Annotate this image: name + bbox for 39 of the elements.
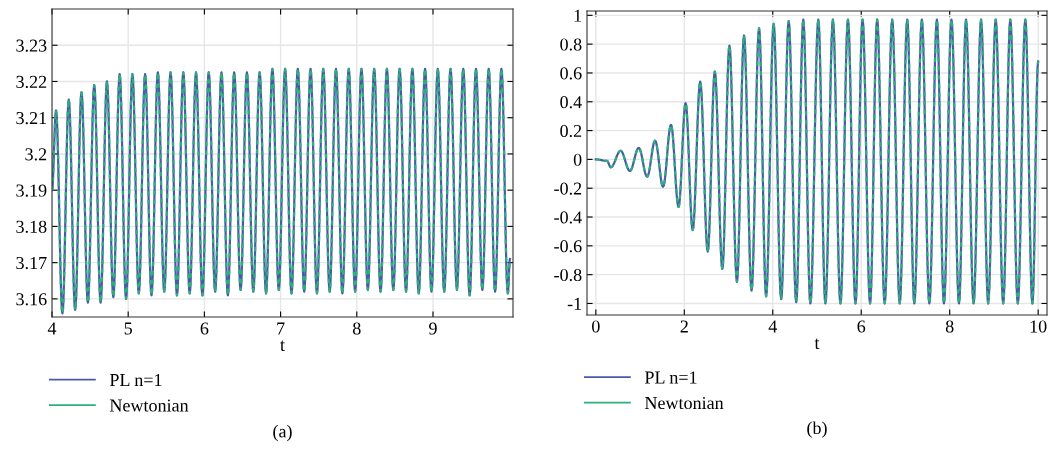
x-tick-label: 6 <box>857 320 866 333</box>
x-tick-label: 0 <box>592 320 600 333</box>
x-tick-label: 7 <box>277 322 285 335</box>
y-tick-label: -0.8 <box>554 268 582 282</box>
legend-label: Newtonian <box>109 399 189 412</box>
legend-label: PL n=1 <box>644 371 697 384</box>
x-axis-title: t <box>280 340 285 351</box>
text: (b) <box>807 421 827 438</box>
x-tick-label: 9 <box>429 322 437 335</box>
y-tick-label: 3.19 <box>16 184 47 197</box>
y-tick-label: -0.2 <box>554 182 582 195</box>
x-tick-label: 4 <box>47 322 57 335</box>
y-tick-label: 3.18 <box>16 220 47 233</box>
x-tick-label: 6 <box>200 322 209 335</box>
legend-label: PL n=1 <box>109 374 162 386</box>
x-tick-label: 10 <box>1030 320 1047 333</box>
y-tick-label: 0 <box>573 153 582 166</box>
y-tick-label: 3.23 <box>16 39 47 52</box>
x-tick-label: 5 <box>124 322 133 335</box>
y-tick-label: 0.6 <box>560 67 582 80</box>
x-tick-label: 8 <box>945 320 954 333</box>
y-tick-label: 0.8 <box>560 38 582 51</box>
x-tick-label: 2 <box>680 320 688 333</box>
x-tick-label: 8 <box>352 322 361 335</box>
y-tick-label: 0.4 <box>560 96 582 109</box>
text: (a) <box>273 424 292 442</box>
x-tick-label: 4 <box>768 320 777 333</box>
y-tick-label: 1 <box>574 9 582 22</box>
legend-label: Newtonian <box>644 396 724 410</box>
y-tick-label: 3.16 <box>16 293 47 306</box>
y-tick-label: -0.6 <box>554 240 582 253</box>
y-tick-label: 3.22 <box>16 75 47 88</box>
y-tick-label: 0.2 <box>560 124 582 138</box>
y-tick-label: 3.17 <box>16 256 47 270</box>
x-axis-title: t <box>814 338 820 349</box>
y-tick-label: 3.21 <box>16 112 47 125</box>
y-tick-label: -1 <box>567 297 582 310</box>
y-tick-label: -0.4 <box>554 211 582 224</box>
y-tick-label: 3.2 <box>25 148 47 161</box>
